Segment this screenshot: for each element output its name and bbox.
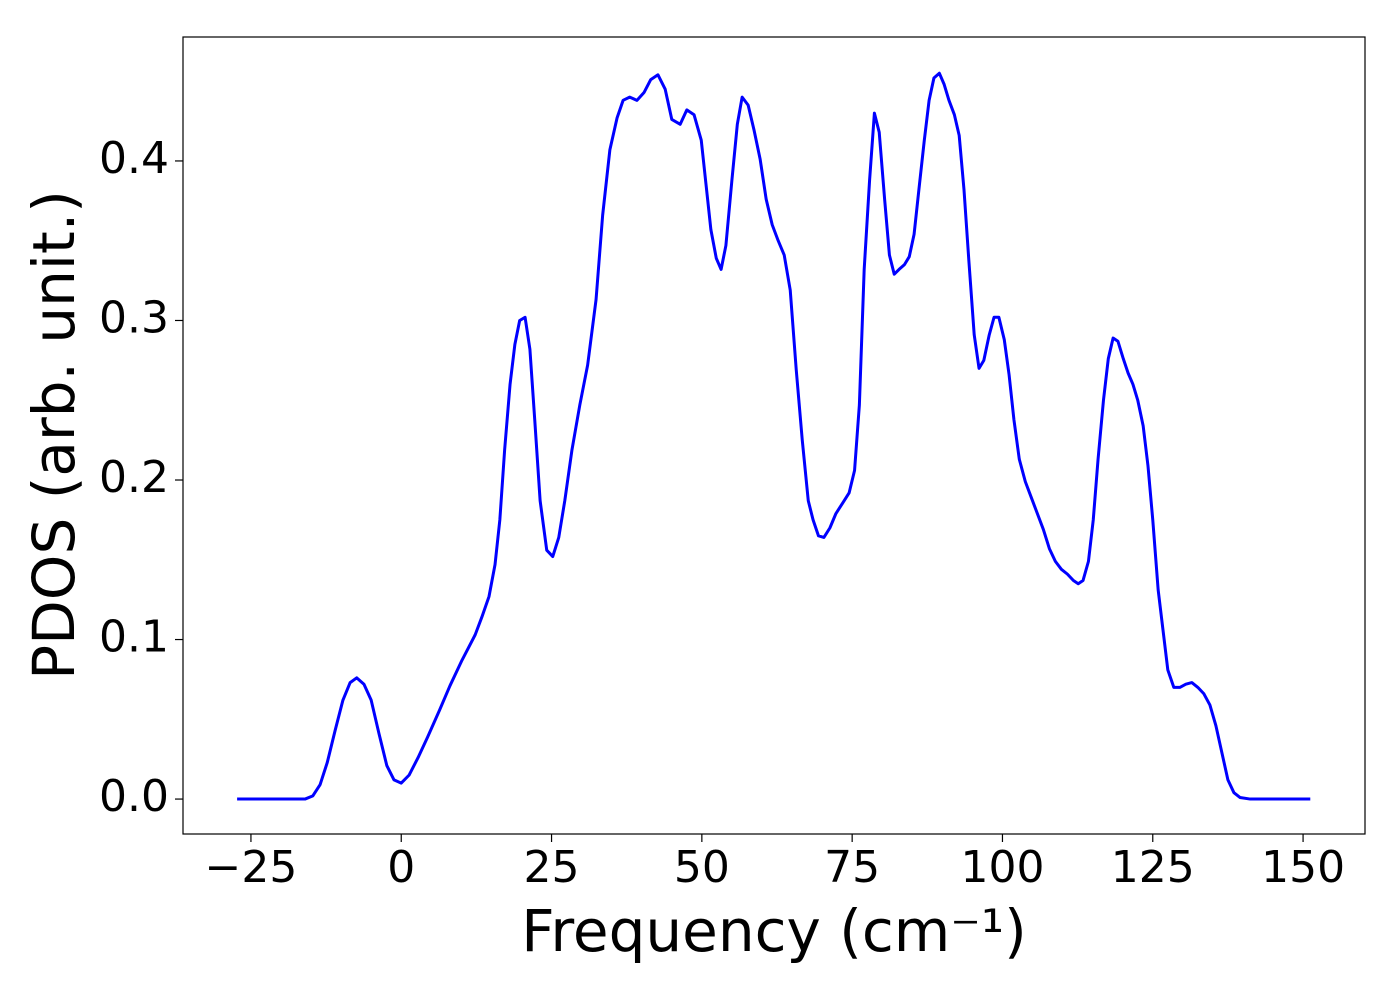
y-tick-label: 0.4: [99, 133, 169, 184]
x-tick-label: 0: [387, 842, 415, 893]
data-line: [237, 71, 1311, 801]
x-tick-label: 50: [674, 842, 730, 893]
x-tick-label: 75: [824, 842, 880, 893]
y-axis-label: PDOS (arb. unit.): [20, 190, 88, 680]
plot-frame: [182, 36, 1366, 835]
x-tick-label: −25: [205, 842, 298, 893]
y-tick-label: 0.0: [99, 771, 169, 822]
x-tick-label: 150: [1261, 842, 1345, 893]
x-tick-label: 125: [1111, 842, 1195, 893]
x-axis-label: Frequency (cm⁻¹): [521, 897, 1027, 965]
y-tick-label: 0.2: [99, 452, 169, 503]
y-tick-label: 0.1: [99, 612, 169, 663]
y-tick-label: 0.3: [99, 292, 169, 343]
x-tick-label: 25: [524, 842, 580, 893]
x-tick-label: 100: [960, 842, 1044, 893]
